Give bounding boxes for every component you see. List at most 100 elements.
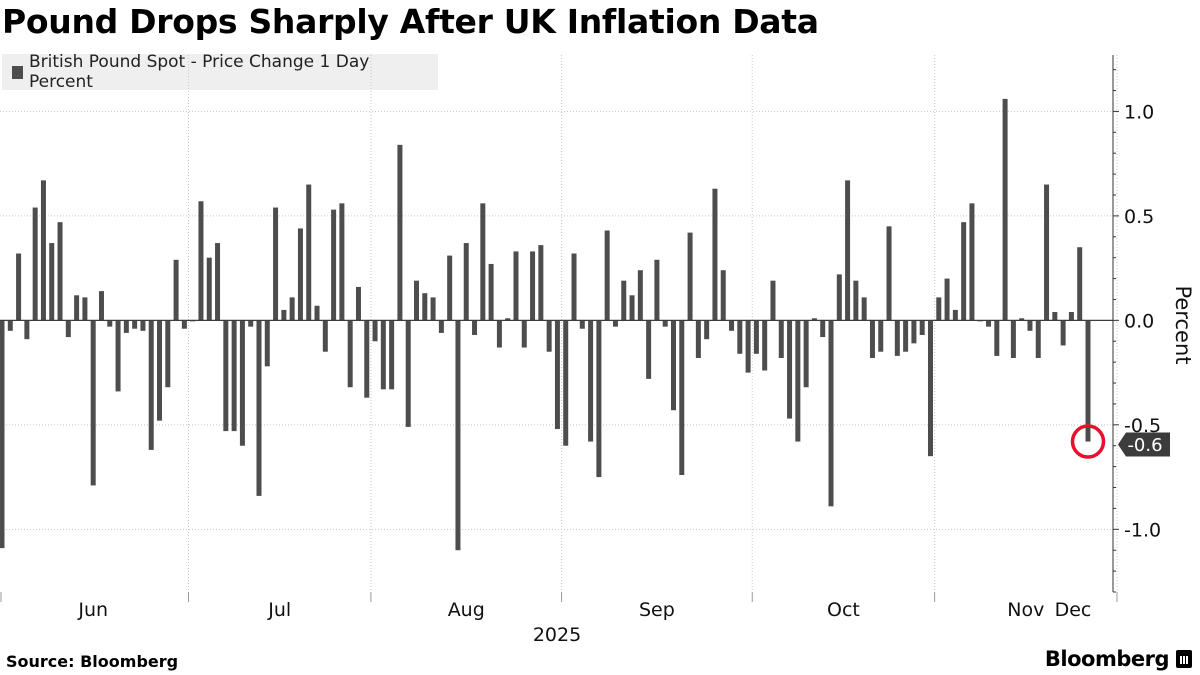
legend-swatch xyxy=(12,65,23,79)
bar xyxy=(505,318,511,321)
bar xyxy=(231,320,237,432)
bar xyxy=(637,270,643,321)
bar xyxy=(612,320,618,327)
bars xyxy=(0,98,1091,551)
x-tick-label: Nov xyxy=(1007,599,1044,621)
y-tick-label: -0.5 xyxy=(1124,415,1161,437)
bar xyxy=(496,320,502,348)
bar xyxy=(165,320,171,388)
bar xyxy=(1010,320,1016,358)
bar xyxy=(986,320,992,327)
bar xyxy=(273,207,279,321)
bar xyxy=(206,257,212,321)
bar xyxy=(256,320,262,496)
y-tick-label: 0.0 xyxy=(1124,310,1154,332)
bar xyxy=(911,320,917,344)
y-tick-label: 0.5 xyxy=(1124,206,1154,228)
bar xyxy=(554,320,560,430)
bar xyxy=(530,251,536,321)
legend: British Pound Spot - Price Change 1 Day … xyxy=(2,52,438,92)
x-tick-label: Aug xyxy=(448,599,485,621)
bar xyxy=(422,293,428,321)
bar xyxy=(173,259,179,321)
bar xyxy=(1019,318,1025,321)
bar xyxy=(132,320,138,329)
bar xyxy=(57,222,63,321)
bar xyxy=(571,253,577,321)
bar xyxy=(355,286,361,321)
bar xyxy=(894,320,900,356)
bar xyxy=(1085,320,1091,442)
bar xyxy=(903,320,909,352)
bar xyxy=(770,280,776,321)
bar xyxy=(488,263,494,321)
bar xyxy=(1068,312,1074,321)
bar xyxy=(1035,320,1041,358)
bar xyxy=(1052,312,1058,321)
bar xyxy=(24,320,30,340)
bar xyxy=(579,320,585,329)
bar xyxy=(919,320,925,335)
bar xyxy=(869,320,875,358)
bar xyxy=(331,209,337,321)
y-tick-label: 1.0 xyxy=(1124,101,1154,123)
bar xyxy=(322,320,328,352)
bar xyxy=(455,320,461,551)
bar xyxy=(239,320,245,446)
x-tick-label: Jul xyxy=(267,599,291,621)
y-tick-label: -1.0 xyxy=(1124,519,1161,541)
bar xyxy=(1060,320,1066,346)
bar xyxy=(140,320,146,331)
bar xyxy=(795,320,801,442)
bar xyxy=(828,320,834,507)
bar xyxy=(679,320,685,475)
y-axis-title: Percent xyxy=(1171,285,1195,364)
bar xyxy=(886,226,892,321)
bar xyxy=(389,320,395,390)
bar xyxy=(861,297,867,321)
bar xyxy=(513,251,519,321)
bar xyxy=(563,320,569,446)
bar xyxy=(16,253,22,321)
bar xyxy=(712,188,718,321)
bar xyxy=(248,320,254,327)
bar xyxy=(181,320,187,329)
bar xyxy=(463,243,469,321)
bar xyxy=(223,320,229,432)
bar xyxy=(447,255,453,321)
bar xyxy=(0,320,5,549)
bar xyxy=(629,295,635,321)
bar xyxy=(729,320,735,331)
bar xyxy=(1002,98,1008,321)
bar xyxy=(1027,320,1033,331)
bar xyxy=(762,320,768,371)
bar xyxy=(397,144,403,321)
bar xyxy=(74,295,80,321)
bar xyxy=(604,230,610,321)
bar xyxy=(538,245,544,321)
x-tick-label: Sep xyxy=(639,599,675,621)
bloomberg-logo: Bloomberg xyxy=(1045,647,1192,671)
bar xyxy=(215,243,221,321)
bar xyxy=(521,320,527,348)
bar xyxy=(720,270,726,321)
x-tick-label: Oct xyxy=(827,599,860,621)
bar xyxy=(704,320,710,340)
bar xyxy=(820,320,826,338)
bar xyxy=(430,297,436,321)
bar xyxy=(687,232,693,321)
bar xyxy=(7,320,13,331)
bar xyxy=(32,207,38,321)
bar xyxy=(372,320,378,342)
bar xyxy=(662,320,668,327)
axes: 1.0 0.5 0.0 -0.5 -1.0 Percent Jun Jul Aug Sep Oct N… xyxy=(0,55,1195,646)
brand-name: Bloomberg xyxy=(1044,647,1170,671)
bar xyxy=(836,274,842,321)
bar xyxy=(347,320,353,388)
bar xyxy=(588,320,594,442)
bar xyxy=(654,259,660,321)
bar xyxy=(90,320,96,486)
bar xyxy=(596,320,602,478)
bar xyxy=(314,305,320,321)
